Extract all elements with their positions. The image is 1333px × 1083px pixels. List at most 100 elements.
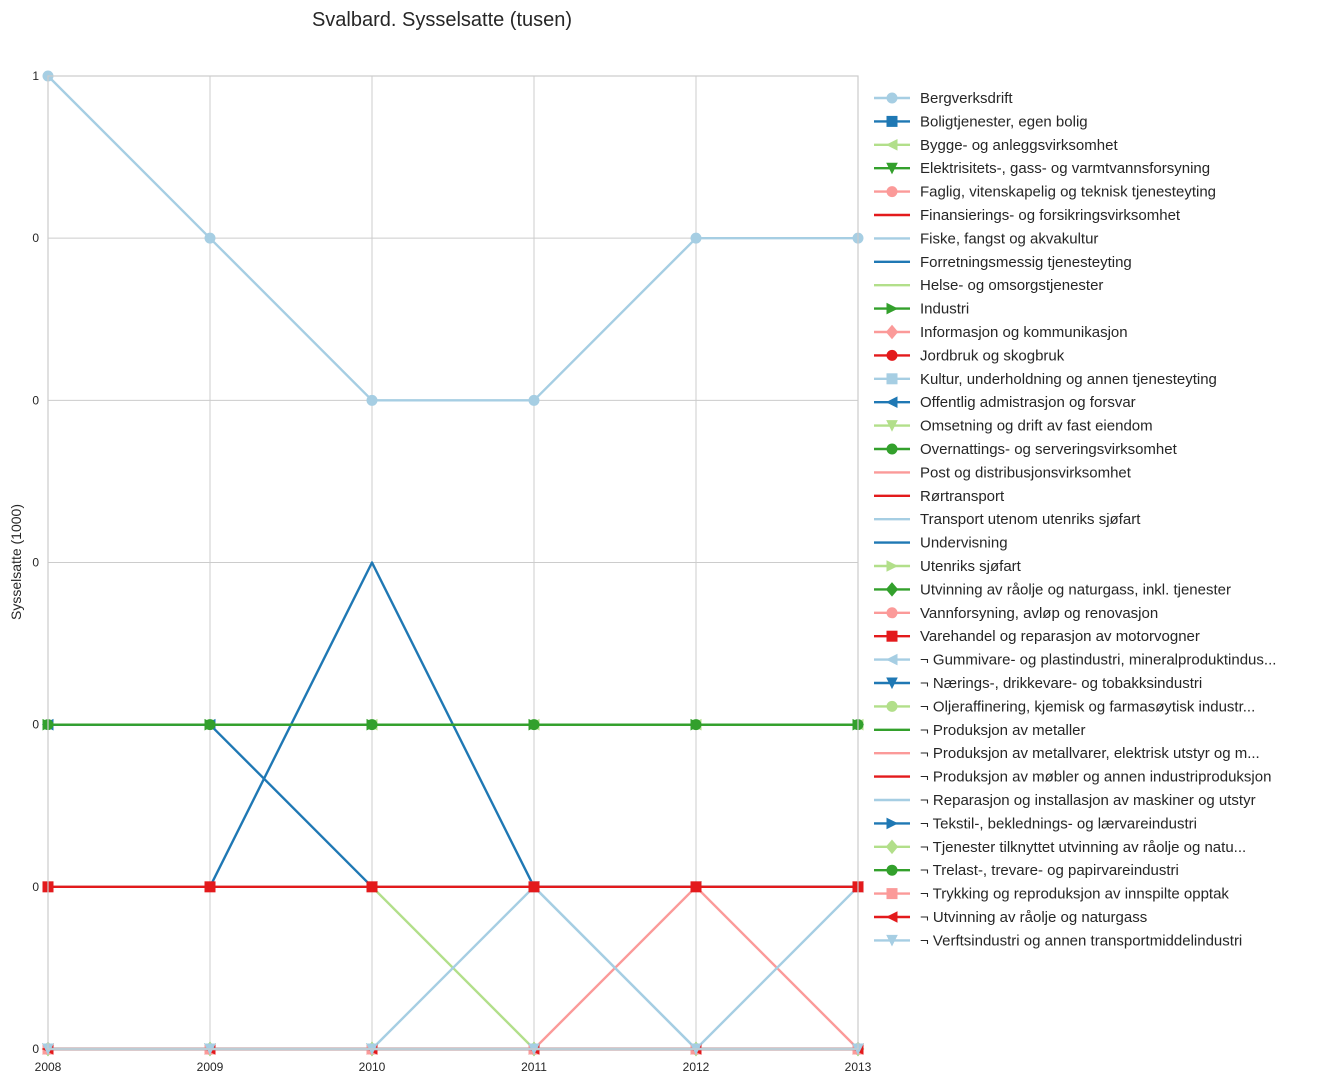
legend-label: Overnattings- og serveringsvirksomhet [920, 441, 1178, 458]
legend-marker [886, 607, 898, 619]
legend-item: Post og distribusjonsvirksomhet [874, 464, 1132, 481]
legend-marker [886, 934, 898, 947]
legend-label: Varehandel og reparasjon av motorvogner [920, 628, 1200, 645]
x-tick-label: 2012 [683, 1060, 710, 1074]
legend-marker [886, 115, 898, 127]
y-tick-label: 0 [32, 718, 39, 732]
legend-item: ¬ Produksjon av metallvarer, elektrisk u… [874, 745, 1260, 762]
y-axis-label: Sysselsatte (1000) [8, 504, 24, 620]
legend-label: Kultur, underholdning og annen tjenestey… [920, 371, 1217, 388]
legend-marker [885, 396, 898, 409]
legend-marker [886, 162, 898, 175]
legend-label: Jordbruk og skogbruk [920, 347, 1065, 364]
y-tick-label: 0 [32, 556, 39, 570]
series-12 [42, 881, 864, 1055]
legend-item: ¬ Gummivare- og plastindustri, mineralpr… [874, 652, 1276, 669]
data-point [690, 719, 702, 731]
legend-item: Forretningsmessig tjenesteyting [874, 254, 1132, 271]
data-point [690, 881, 702, 893]
legend-item: Utenriks sjøfart [874, 558, 1022, 575]
legend-label: Helse- og omsorgstjenester [920, 277, 1103, 294]
legend: Bergverksdrift Boligtjenester, egen bolig… [874, 90, 1276, 949]
legend-label: Utenriks sjøfart [920, 558, 1022, 575]
legend-item: Finansierings- og forsikringsvirksomhet [874, 207, 1181, 224]
legend-item: Rørtransport [874, 488, 1005, 505]
legend-item: Boligtjenester, egen bolig [874, 113, 1088, 130]
data-point [366, 394, 378, 406]
x-tick-label: 2010 [359, 1060, 386, 1074]
legend-marker [886, 888, 898, 900]
legend-item: Kultur, underholdning og annen tjenestey… [874, 371, 1217, 388]
data-point [366, 881, 378, 893]
legend-label: Undervisning [920, 535, 1008, 552]
x-tick-label: 2008 [35, 1060, 62, 1074]
legend-label: Offentlig admistrasjon og forsvar [920, 394, 1136, 411]
legend-label: ¬ Verftsindustri og annen transportmidde… [920, 932, 1242, 949]
legend-label: Faglig, vitenskapelig og teknisk tjenest… [920, 184, 1216, 201]
legend-label: ¬ Nærings-, drikkevare- og tobakksindust… [920, 675, 1202, 692]
ticks: 0 0 0 0 0 0 1 2008 2009 2010 2011 2012 2013 [32, 69, 871, 1074]
legend-item: Utvinning av råolje og naturgass, inkl. … [874, 581, 1231, 598]
legend-item: Transport utenom utenriks sjøfart [874, 511, 1141, 528]
legend-marker [886, 630, 898, 642]
legend-label: Vannforsyning, avløp og renovasjon [920, 605, 1158, 622]
legend-item: Informasjon og kommunikasjon [874, 324, 1128, 341]
data-point [204, 232, 216, 244]
legend-label: ¬ Produksjon av metaller [920, 722, 1086, 739]
legend-item: ¬ Tjenester tilknyttet utvinning av råol… [874, 839, 1246, 856]
legend-item: Industri [874, 301, 969, 318]
legend-marker [886, 92, 898, 104]
legend-label: ¬ Tjenester tilknyttet utvinning av råol… [920, 839, 1246, 856]
y-tick-label: 0 [32, 880, 39, 894]
legend-item: ¬ Produksjon av metaller [874, 722, 1086, 739]
y-tick-label: 0 [32, 231, 39, 245]
legend-label: Bergverksdrift [920, 90, 1013, 107]
legend-item: ¬ Trykking og reproduksjon av innspilte … [874, 886, 1229, 903]
legend-item: Omsetning og drift av fast eiendom [874, 418, 1153, 435]
legend-item: Undervisning [874, 535, 1008, 552]
legend-marker [886, 864, 898, 876]
legend-item: Bygge- og anleggsvirksomhet [874, 137, 1118, 154]
legend-item: ¬ Utvinning av råolje og naturgass [874, 909, 1147, 926]
chart-title: Svalbard. Sysselsatte (tusen) [312, 9, 572, 31]
legend-item: ¬ Nærings-, drikkevare- og tobakksindust… [874, 675, 1202, 692]
legend-label: Informasjon og kommunikasjon [920, 324, 1128, 341]
legend-label: ¬ Utvinning av råolje og naturgass [920, 909, 1147, 926]
legend-marker [886, 420, 898, 432]
legend-item: ¬ Tekstil-, beklednings- og lærvareindus… [874, 815, 1197, 832]
legend-marker [885, 582, 899, 597]
x-tick-label: 2009 [197, 1060, 224, 1074]
data-point [528, 881, 540, 893]
plot-frame [47, 75, 859, 1050]
legend-marker [885, 839, 899, 855]
legend-item: Varehandel og reparasjon av motorvogner [874, 628, 1200, 645]
legend-label: Forretningsmessig tjenesteyting [920, 254, 1132, 271]
legend-marker [886, 817, 899, 830]
y-tick-label: 0 [32, 1042, 39, 1056]
legend-label: Post og distribusjonsvirksomhet [920, 464, 1132, 481]
series-line [48, 885, 858, 1051]
data-point [690, 232, 702, 244]
legend-label: Omsetning og drift av fast eiendom [920, 418, 1153, 435]
legend-marker [886, 373, 898, 385]
legend-item: Fiske, fangst og akvakultur [874, 230, 1098, 247]
x-tick-label: 2013 [845, 1060, 872, 1074]
legend-label: ¬ Trelast-, trevare- og papirvareindustr… [920, 862, 1179, 879]
legend-label: Utvinning av råolje og naturgass, inkl. … [920, 581, 1231, 598]
legend-marker [886, 349, 898, 361]
legend-marker [886, 700, 898, 712]
data-point [528, 719, 540, 731]
legend-label: Transport utenom utenriks sjøfart [920, 511, 1141, 528]
legend-marker [885, 653, 898, 666]
data-point [528, 394, 540, 406]
series-layer [41, 70, 865, 1057]
y-tick-label: 0 [32, 393, 39, 407]
legend-item: ¬ Produksjon av møbler og annen industri… [874, 769, 1271, 786]
legend-label: ¬ Reparasjon og installasjon av maskiner… [920, 792, 1256, 809]
legend-item: Jordbruk og skogbruk [874, 347, 1065, 364]
legend-marker [886, 443, 898, 455]
legend-label: Rørtransport [920, 488, 1005, 505]
series-15 [42, 719, 864, 731]
legend-marker [885, 324, 899, 340]
